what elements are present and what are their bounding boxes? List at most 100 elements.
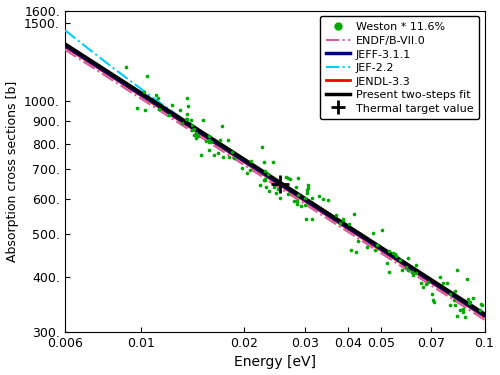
Weston * 11.6%	[429, 297, 437, 303]
Present two-steps fit	[312, 202, 318, 207]
Weston * 11.6%	[466, 299, 473, 305]
Weston * 11.6%	[302, 202, 310, 208]
X-axis label: Energy [eV]: Energy [eV]	[234, 356, 316, 369]
Weston * 11.6%	[430, 299, 438, 305]
Weston * 11.6%	[478, 301, 486, 307]
Weston * 11.6%	[165, 112, 173, 118]
Weston * 11.6%	[463, 276, 471, 282]
Weston * 11.6%	[286, 176, 294, 182]
Weston * 11.6%	[207, 139, 215, 145]
Weston * 11.6%	[188, 127, 196, 133]
JEFF-3.1.1	[312, 204, 318, 209]
JEF-2.2	[482, 314, 488, 318]
Weston * 11.6%	[293, 201, 301, 207]
Weston * 11.6%	[272, 190, 280, 196]
Line: Present two-steps fit: Present two-steps fit	[65, 44, 484, 314]
Weston * 11.6%	[260, 168, 268, 174]
JEFF-3.1.1	[406, 264, 412, 269]
Weston * 11.6%	[133, 105, 141, 111]
Weston * 11.6%	[412, 262, 420, 268]
Weston * 11.6%	[345, 221, 353, 227]
Weston * 11.6%	[476, 307, 484, 313]
Weston * 11.6%	[332, 212, 340, 218]
JENDL-3.3	[289, 190, 295, 195]
Weston * 11.6%	[220, 154, 228, 160]
Present two-steps fit	[482, 312, 488, 316]
Weston * 11.6%	[205, 133, 213, 139]
Weston * 11.6%	[292, 184, 300, 190]
Weston * 11.6%	[122, 64, 130, 70]
Weston * 11.6%	[154, 95, 162, 101]
Weston * 11.6%	[315, 193, 323, 199]
Weston * 11.6%	[210, 152, 218, 158]
JENDL-3.3	[312, 205, 318, 210]
Weston * 11.6%	[140, 89, 148, 95]
JEF-2.2	[472, 307, 478, 312]
Weston * 11.6%	[274, 186, 281, 192]
Weston * 11.6%	[456, 306, 464, 312]
JEF-2.2	[62, 28, 68, 32]
JEF-2.2	[406, 265, 412, 269]
Weston * 11.6%	[264, 171, 272, 177]
Line: JENDL-3.3: JENDL-3.3	[65, 46, 484, 316]
Weston * 11.6%	[284, 191, 292, 197]
Weston * 11.6%	[418, 280, 426, 286]
Weston * 11.6%	[385, 248, 393, 254]
Weston * 11.6%	[260, 159, 268, 165]
Weston * 11.6%	[182, 95, 190, 101]
ENDF/B-VII.0	[261, 176, 267, 180]
Present two-steps fit	[62, 42, 68, 46]
ENDF/B-VII.0	[406, 269, 412, 273]
Weston * 11.6%	[192, 135, 200, 141]
JEFF-3.1.1	[289, 189, 295, 194]
Weston * 11.6%	[350, 211, 358, 217]
ENDF/B-VII.0	[62, 47, 68, 52]
Weston * 11.6%	[308, 216, 316, 222]
JENDL-3.3	[472, 308, 478, 312]
JEFF-3.1.1	[472, 307, 478, 311]
Weston * 11.6%	[318, 195, 326, 201]
Weston * 11.6%	[453, 267, 461, 273]
Weston * 11.6%	[478, 302, 486, 308]
Weston * 11.6%	[260, 177, 268, 183]
Weston * 11.6%	[363, 244, 371, 250]
Weston * 11.6%	[461, 314, 469, 320]
Weston * 11.6%	[465, 300, 473, 306]
Weston * 11.6%	[238, 165, 246, 171]
Weston * 11.6%	[282, 174, 290, 180]
Weston * 11.6%	[352, 249, 360, 255]
Weston * 11.6%	[440, 279, 448, 285]
Weston * 11.6%	[152, 92, 160, 98]
JENDL-3.3	[261, 172, 267, 177]
Weston * 11.6%	[348, 247, 356, 253]
Weston * 11.6%	[190, 126, 198, 132]
Weston * 11.6%	[451, 288, 459, 294]
JEFF-3.1.1	[261, 171, 267, 176]
JENDL-3.3	[62, 44, 68, 49]
ENDF/B-VII.0	[312, 208, 318, 213]
Weston * 11.6%	[182, 116, 190, 122]
Weston * 11.6%	[284, 175, 292, 181]
Weston * 11.6%	[398, 267, 406, 273]
Weston * 11.6%	[218, 123, 226, 129]
Weston * 11.6%	[292, 198, 300, 204]
Weston * 11.6%	[383, 260, 391, 266]
Weston * 11.6%	[451, 302, 459, 308]
Weston * 11.6%	[178, 120, 186, 126]
ENDF/B-VII.0	[264, 177, 270, 182]
Weston * 11.6%	[418, 284, 426, 290]
Weston * 11.6%	[194, 134, 202, 140]
Weston * 11.6%	[452, 313, 460, 319]
Weston * 11.6%	[247, 158, 255, 164]
Weston * 11.6%	[205, 147, 213, 153]
Weston * 11.6%	[340, 217, 347, 223]
Weston * 11.6%	[404, 255, 412, 261]
Weston * 11.6%	[370, 230, 378, 236]
Weston * 11.6%	[301, 195, 309, 201]
Weston * 11.6%	[155, 106, 163, 112]
Weston * 11.6%	[192, 130, 200, 136]
Present two-steps fit	[264, 171, 270, 176]
Weston * 11.6%	[389, 251, 397, 257]
Present two-steps fit	[406, 263, 412, 267]
Present two-steps fit	[261, 170, 267, 174]
